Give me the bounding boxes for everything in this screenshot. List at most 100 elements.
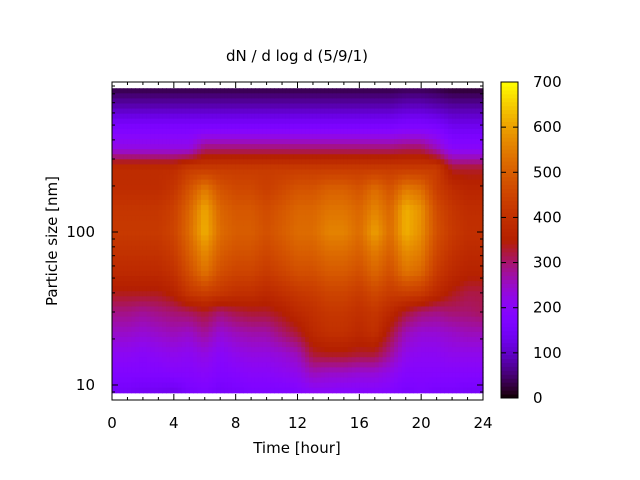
heatmap-cell: [154, 174, 159, 181]
heatmap-cell: [177, 210, 183, 216]
heatmap-cell: [200, 204, 206, 211]
heatmap-cell: [312, 286, 318, 292]
heatmap-cell: [312, 169, 318, 176]
heatmap-cell: [386, 311, 391, 318]
heatmap-cell: [220, 103, 225, 110]
heatmap-cell: [301, 113, 306, 120]
heatmap-cell: [332, 347, 337, 353]
heatmap-cell: [173, 144, 179, 150]
heatmap-cell: [262, 144, 268, 150]
heatmap-cell: [394, 210, 399, 216]
heatmap-cell: [154, 194, 159, 201]
heatmap-cell: [425, 108, 430, 115]
heatmap-cell: [212, 316, 217, 323]
heatmap-cell: [343, 372, 349, 379]
heatmap-cell: [146, 347, 152, 353]
heatmap-cell: [254, 255, 260, 262]
heatmap-cell: [285, 159, 291, 165]
heatmap-cell: [397, 139, 403, 145]
heatmap-cell: [432, 128, 438, 135]
heatmap-cell: [185, 276, 190, 282]
heatmap-cell: [131, 194, 136, 201]
heatmap-cell: [231, 382, 237, 389]
heatmap-cell: [336, 169, 341, 176]
heatmap-cell: [285, 98, 291, 105]
heatmap-cell: [409, 250, 415, 257]
heatmap-cell: [355, 215, 360, 221]
heatmap-cell: [266, 93, 272, 99]
heatmap-cell: [131, 123, 136, 130]
heatmap-cell: [270, 179, 275, 186]
heatmap-cell: [142, 255, 148, 262]
heatmap-cell: [394, 260, 399, 267]
heatmap-cell: [378, 367, 384, 374]
heatmap-cell: [343, 139, 349, 145]
heatmap-cell: [370, 301, 376, 308]
heatmap-cell: [316, 88, 322, 94]
heatmap-cell: [328, 367, 333, 374]
heatmap-cell: [169, 372, 175, 379]
heatmap-cell: [258, 301, 264, 308]
heatmap-cell: [421, 245, 426, 252]
heatmap-cell: [131, 306, 136, 313]
heatmap-cell: [177, 331, 183, 338]
heatmap-cell: [370, 194, 376, 201]
heatmap-cell: [239, 113, 244, 120]
heatmap-cell: [386, 316, 391, 323]
heatmap-cell: [386, 387, 391, 394]
heatmap-cell: [332, 336, 337, 343]
heatmap-cell: [347, 139, 353, 145]
heatmap-cell: [251, 306, 256, 313]
heatmap-cell: [258, 98, 264, 105]
heatmap-cell: [243, 159, 248, 165]
heatmap-cell: [154, 230, 159, 237]
heatmap-cell: [320, 139, 326, 145]
heatmap-cell: [127, 260, 132, 267]
heatmap-cell: [274, 342, 279, 348]
heatmap-cell: [146, 367, 152, 374]
heatmap-cell: [181, 301, 187, 308]
heatmap-cell: [312, 265, 318, 272]
heatmap-cell: [112, 128, 117, 135]
heatmap-cell: [216, 123, 221, 130]
heatmap-cell: [239, 326, 244, 333]
heatmap-cell: [425, 291, 430, 297]
heatmap-cell: [266, 220, 272, 226]
heatmap-cell: [340, 281, 345, 287]
heatmap-cell: [258, 189, 264, 196]
heatmap-cell: [154, 336, 159, 343]
heatmap-cell: [158, 296, 163, 302]
heatmap-cell: [146, 154, 152, 160]
heatmap-cell: [405, 93, 411, 99]
heatmap-cell: [293, 296, 299, 302]
heatmap-cell: [123, 139, 129, 145]
heatmap-cell: [336, 154, 341, 160]
heatmap-cell: [193, 113, 198, 120]
heatmap-cell: [135, 281, 140, 287]
heatmap-cell: [301, 281, 306, 287]
heatmap-cell: [363, 311, 368, 318]
heatmap-cell: [293, 103, 299, 110]
heatmap-cell: [158, 382, 163, 389]
heatmap-cell: [123, 387, 129, 394]
heatmap-cell: [216, 291, 221, 297]
heatmap-cell: [320, 281, 326, 287]
heatmap-cell: [278, 357, 283, 363]
heatmap-cell: [401, 286, 407, 292]
heatmap-cell: [274, 118, 279, 125]
heatmap-cell: [428, 235, 434, 242]
heatmap-cell: [227, 93, 233, 99]
heatmap-cell: [193, 220, 198, 226]
heatmap-cell: [425, 215, 430, 221]
heatmap-cell: [262, 321, 268, 328]
heatmap-cell: [332, 169, 337, 176]
heatmap-cell: [185, 144, 190, 150]
heatmap-cell: [173, 184, 179, 191]
heatmap-cell: [274, 326, 279, 333]
heatmap-cell: [220, 98, 225, 105]
heatmap-cell: [382, 342, 387, 348]
heatmap-cell: [386, 225, 391, 231]
heatmap-cell: [378, 128, 384, 135]
heatmap-cell: [131, 169, 136, 176]
heatmap-cell: [301, 159, 306, 165]
